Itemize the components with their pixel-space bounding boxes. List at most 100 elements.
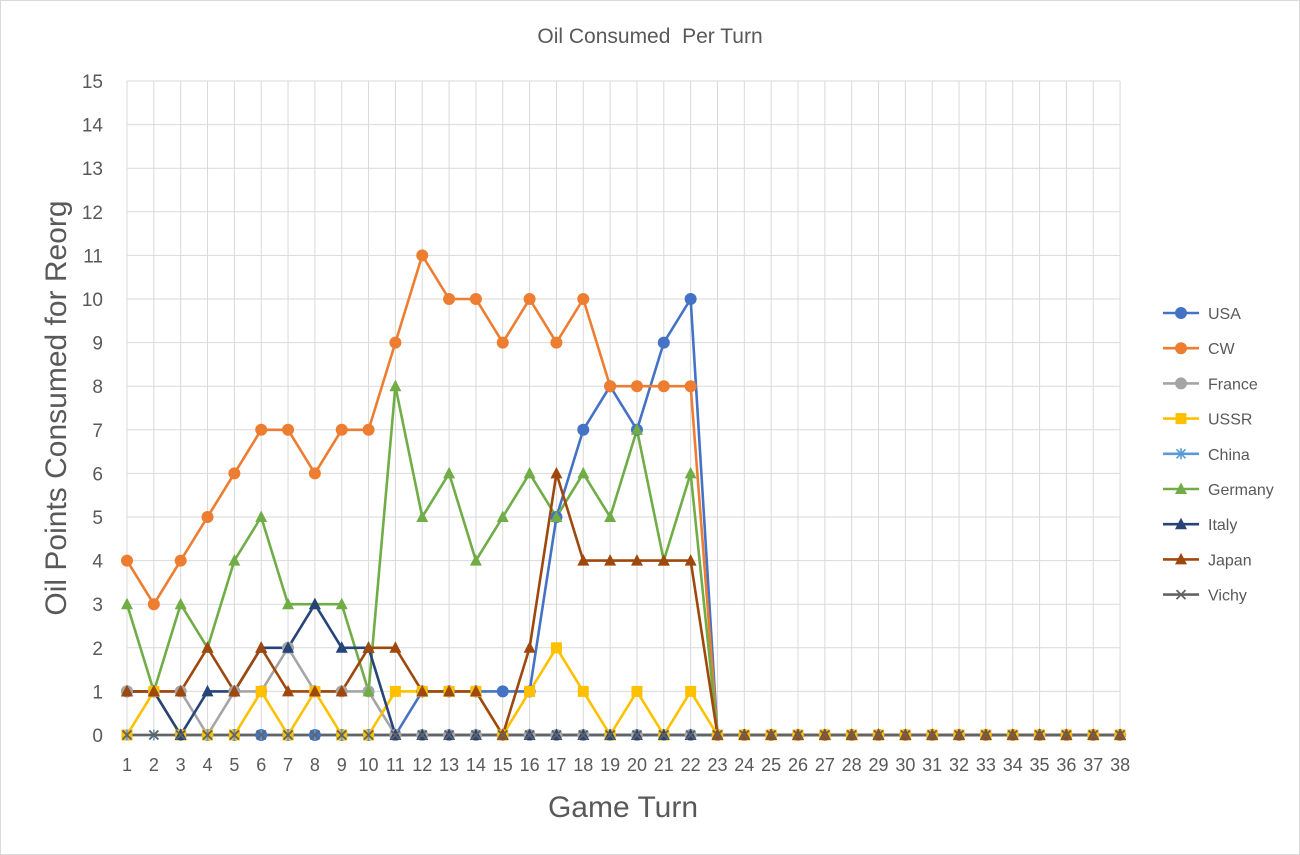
y-tick-label: 14 <box>82 116 104 137</box>
data-point-germany <box>121 597 133 610</box>
legend-item-germany: Germany <box>1163 482 1274 499</box>
data-point-usa <box>684 293 697 305</box>
x-tick-label: 1 <box>122 755 132 775</box>
data-point-cw <box>604 380 617 393</box>
y-tick-label: 7 <box>92 421 103 442</box>
legend-marker <box>1175 482 1187 494</box>
legend-marker <box>1175 517 1187 530</box>
data-point-germany <box>416 510 429 522</box>
x-tick-label: 20 <box>627 755 647 775</box>
x-tick-label: 26 <box>788 755 808 775</box>
data-point-japan <box>630 554 643 566</box>
y-axis-title: Oil Points Consumed for Reorg <box>40 200 73 615</box>
x-tick-label: 24 <box>734 755 754 775</box>
x-tick-label: 33 <box>976 755 996 775</box>
data-point-germany <box>577 466 590 479</box>
legend-label: Vichy <box>1208 588 1247 605</box>
data-point-germany <box>228 554 241 566</box>
data-point-usa <box>496 685 509 698</box>
legend: USA CW France USSR China Germany Italy Japan Vic… <box>1163 306 1274 605</box>
x-tick-label: 31 <box>922 755 942 775</box>
data-point-ussr <box>577 685 589 697</box>
data-point-vichy <box>470 729 482 741</box>
x-tick-label: 27 <box>815 755 835 775</box>
x-tick-label: 11 <box>386 755 405 775</box>
data-point-vichy <box>390 729 401 741</box>
x-tick-label: 23 <box>707 755 727 775</box>
data-point-japan <box>282 684 295 697</box>
data-point-vichy <box>712 729 723 741</box>
data-point-cw <box>577 293 590 305</box>
y-tick-label: 0 <box>92 726 103 747</box>
y-tick-label: 1 <box>92 682 103 703</box>
data-point-japan <box>523 641 536 653</box>
data-point-usa <box>657 336 670 349</box>
data-point-vichy <box>1114 729 1126 741</box>
legend-label: Japan <box>1208 552 1252 569</box>
series-lines <box>125 254 1121 737</box>
data-point-cw <box>147 598 160 611</box>
data-point-vichy <box>148 729 159 741</box>
data-point-japan <box>550 466 563 479</box>
data-point-vichy <box>524 729 535 741</box>
data-point-japan <box>121 684 133 697</box>
data-point-italy <box>282 641 295 653</box>
x-tick-label: 10 <box>359 755 379 775</box>
y-tick-label: 12 <box>82 203 103 224</box>
legend-label: Italy <box>1208 517 1237 534</box>
series-markers <box>121 249 1127 741</box>
data-point-ussr <box>255 685 267 697</box>
x-tick-label: 9 <box>337 755 347 775</box>
data-point-ussr <box>524 685 536 697</box>
y-tick-label: 6 <box>92 464 103 485</box>
data-point-japan <box>684 554 697 566</box>
data-point-cw <box>684 380 697 393</box>
legend-item-japan: Japan <box>1163 552 1252 569</box>
data-point-italy <box>201 684 214 697</box>
data-point-japan <box>147 684 160 697</box>
legend-marker <box>1175 589 1187 600</box>
data-point-cw <box>630 380 643 393</box>
data-point-vichy <box>175 729 186 741</box>
legend-marker <box>1175 377 1187 390</box>
legend-marker <box>1175 448 1187 460</box>
x-tick-label: 5 <box>229 755 239 775</box>
data-point-usa <box>577 423 590 436</box>
data-point-germany <box>335 597 348 610</box>
legend-item-ussr: USSR <box>1163 412 1252 429</box>
x-axis-title: Game Turn <box>548 791 698 824</box>
x-tick-label: 38 <box>1110 755 1130 775</box>
data-point-cw <box>443 293 456 305</box>
data-point-vichy <box>1061 729 1072 741</box>
data-point-cw <box>416 249 429 262</box>
x-tick-label: 3 <box>176 755 186 775</box>
data-point-italy <box>308 597 321 610</box>
data-point-ussr <box>685 685 697 697</box>
data-point-japan <box>362 641 375 653</box>
data-point-japan <box>443 684 456 697</box>
y-tick-label: 5 <box>92 508 103 529</box>
data-point-cw <box>550 336 563 349</box>
legend-item-cw: CW <box>1163 341 1236 358</box>
data-point-vichy <box>873 729 884 741</box>
data-point-vichy <box>1034 729 1045 741</box>
data-point-vichy <box>256 729 267 741</box>
x-tick-label: 35 <box>1030 755 1050 775</box>
data-point-japan <box>416 684 429 697</box>
x-tick-label: 4 <box>203 755 213 775</box>
series-points-japan <box>121 466 1127 740</box>
data-point-japan <box>604 554 617 566</box>
y-tick-label: 11 <box>83 246 103 267</box>
data-point-japan <box>201 641 214 653</box>
data-point-vichy <box>443 729 455 741</box>
data-point-vichy <box>900 729 911 741</box>
data-point-germany <box>443 466 456 479</box>
data-point-japan <box>308 684 321 697</box>
data-point-ussr <box>389 685 401 697</box>
legend-marker <box>1175 413 1187 425</box>
x-tick-label: 32 <box>949 755 969 775</box>
chart-title: Oil Consumed Per Turn <box>537 25 762 48</box>
data-point-germany <box>282 597 295 610</box>
